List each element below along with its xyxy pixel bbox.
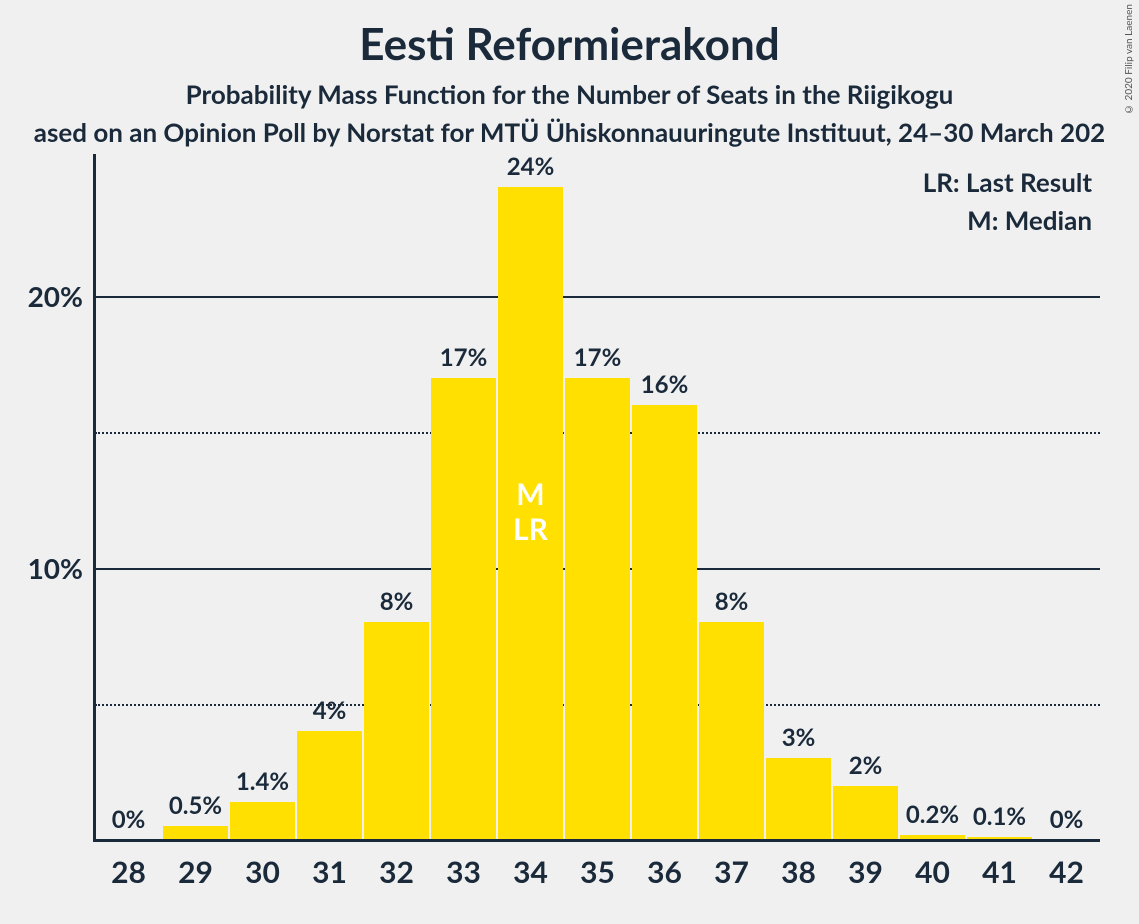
bar-value-label: 8% <box>380 587 414 622</box>
bar: 2% <box>833 786 898 840</box>
bar: 17% <box>431 378 496 840</box>
x-tick-label: 34 <box>513 840 548 890</box>
bar-value-label: 24% <box>507 152 555 187</box>
bar-value-label: 8% <box>715 587 749 622</box>
bar: 8% <box>364 622 429 840</box>
y-tick-label: 10% <box>28 551 95 585</box>
bar: 1.4% <box>230 802 295 840</box>
bar-value-label: 3% <box>782 723 816 758</box>
bar-value-label: 17% <box>574 343 622 378</box>
bar: 17% <box>565 378 630 840</box>
bar-value-label: 17% <box>440 343 488 378</box>
y-tick-label: 20% <box>28 279 95 313</box>
x-tick-label: 37 <box>714 840 749 890</box>
x-tick-label: 35 <box>580 840 615 890</box>
x-tick-label: 41 <box>982 840 1017 890</box>
x-tick-label: 28 <box>111 840 146 890</box>
bar-value-label: 16% <box>641 370 689 405</box>
bar-value-label: 0% <box>112 805 146 840</box>
y-axis <box>93 154 96 840</box>
median-marker: MLR <box>513 477 548 546</box>
x-tick-label: 29 <box>178 840 213 890</box>
x-tick-label: 30 <box>245 840 280 890</box>
chart-subtitle: Probability Mass Function for the Number… <box>0 78 1139 110</box>
chart-source: ased on an Opinion Poll by Norstat for M… <box>0 116 1139 148</box>
bar-value-label: 1.4% <box>236 767 289 802</box>
x-tick-label: 40 <box>915 840 950 890</box>
bar: 4% <box>297 731 362 840</box>
chart-title: Eesti Reformierakond <box>0 18 1139 70</box>
x-tick-label: 31 <box>312 840 347 890</box>
legend: LR: Last Result M: Median <box>923 166 1092 236</box>
bar-value-label: 0% <box>1050 805 1084 840</box>
bar: 24%MLR <box>498 187 563 840</box>
legend-m: M: Median <box>923 204 1092 236</box>
bar-value-label: 0.5% <box>169 791 222 826</box>
legend-lr: LR: Last Result <box>923 166 1092 198</box>
gridline-major <box>95 296 1100 298</box>
bar-value-label: 0.2% <box>906 800 959 835</box>
x-tick-label: 32 <box>379 840 414 890</box>
x-tick-label: 42 <box>1049 840 1084 890</box>
bar: 3% <box>766 758 831 840</box>
x-tick-label: 36 <box>647 840 682 890</box>
bar-value-label: 4% <box>313 696 347 731</box>
bar: 0.5% <box>163 826 228 840</box>
bar-value-label: 0.1% <box>973 802 1026 837</box>
bar: 16% <box>632 405 697 840</box>
x-tick-label: 39 <box>848 840 883 890</box>
bar-value-label: 2% <box>849 751 883 786</box>
x-axis <box>93 839 1100 842</box>
x-tick-label: 33 <box>446 840 481 890</box>
x-tick-label: 38 <box>781 840 816 890</box>
plot-area: LR: Last Result M: Median 10%20%0%280.5%… <box>95 160 1100 840</box>
bar: 8% <box>699 622 764 840</box>
